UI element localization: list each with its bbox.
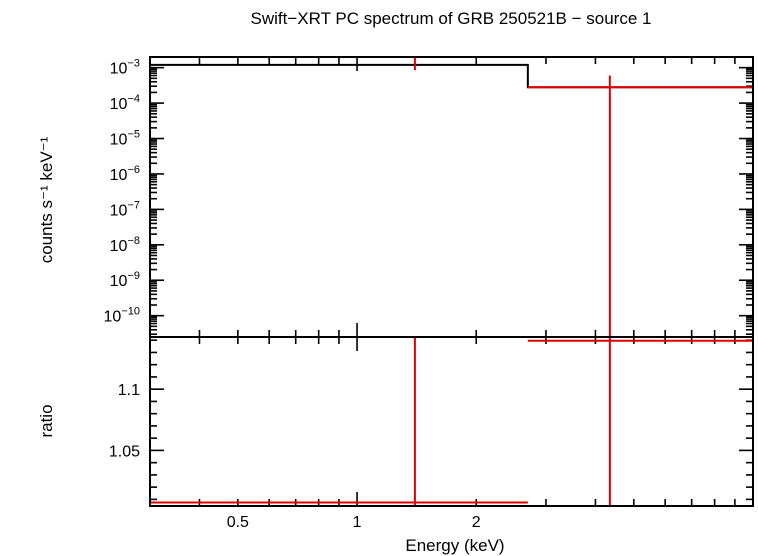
ratio-y-axis-label: ratio — [37, 404, 56, 437]
y-tick-label: 10−10 — [104, 306, 140, 326]
y-tick-label: 10−7 — [110, 199, 140, 219]
y-tick-label: 10−6 — [110, 164, 140, 184]
y-tick-label: 10−9 — [110, 270, 140, 290]
y-tick-label: 10−4 — [110, 93, 140, 113]
spectrum-panel: 10−3 10−4 10−5 10−6 10−7 10−8 10−9 10−10 — [104, 56, 754, 338]
x-tick-label: 2 — [472, 514, 481, 531]
y-tick-label: 10−5 — [110, 129, 140, 149]
spectrum-frame — [149, 56, 754, 338]
x-tick-label: 0.5 — [227, 514, 249, 531]
spectrum-y-axis-label: counts s⁻¹ keV⁻¹ — [37, 136, 56, 263]
x-axis-label: Energy (keV) — [405, 536, 504, 555]
y-tick-label: 10−3 — [110, 58, 140, 78]
ratio-frame — [149, 336, 754, 507]
ratio-panel: 1.05 1.1 — [109, 336, 754, 507]
x-tick-label: 1 — [353, 514, 362, 531]
model-line — [150, 63, 753, 89]
x-tick-labels: 0.5 1 2 — [227, 514, 481, 531]
y-tick-label: 1.05 — [109, 443, 140, 460]
y-tick-label: 10−8 — [110, 235, 140, 255]
chart-title: Swift−XRT PC spectrum of GRB 250521B − s… — [251, 9, 652, 28]
y-tick-label: 1.1 — [118, 382, 140, 399]
